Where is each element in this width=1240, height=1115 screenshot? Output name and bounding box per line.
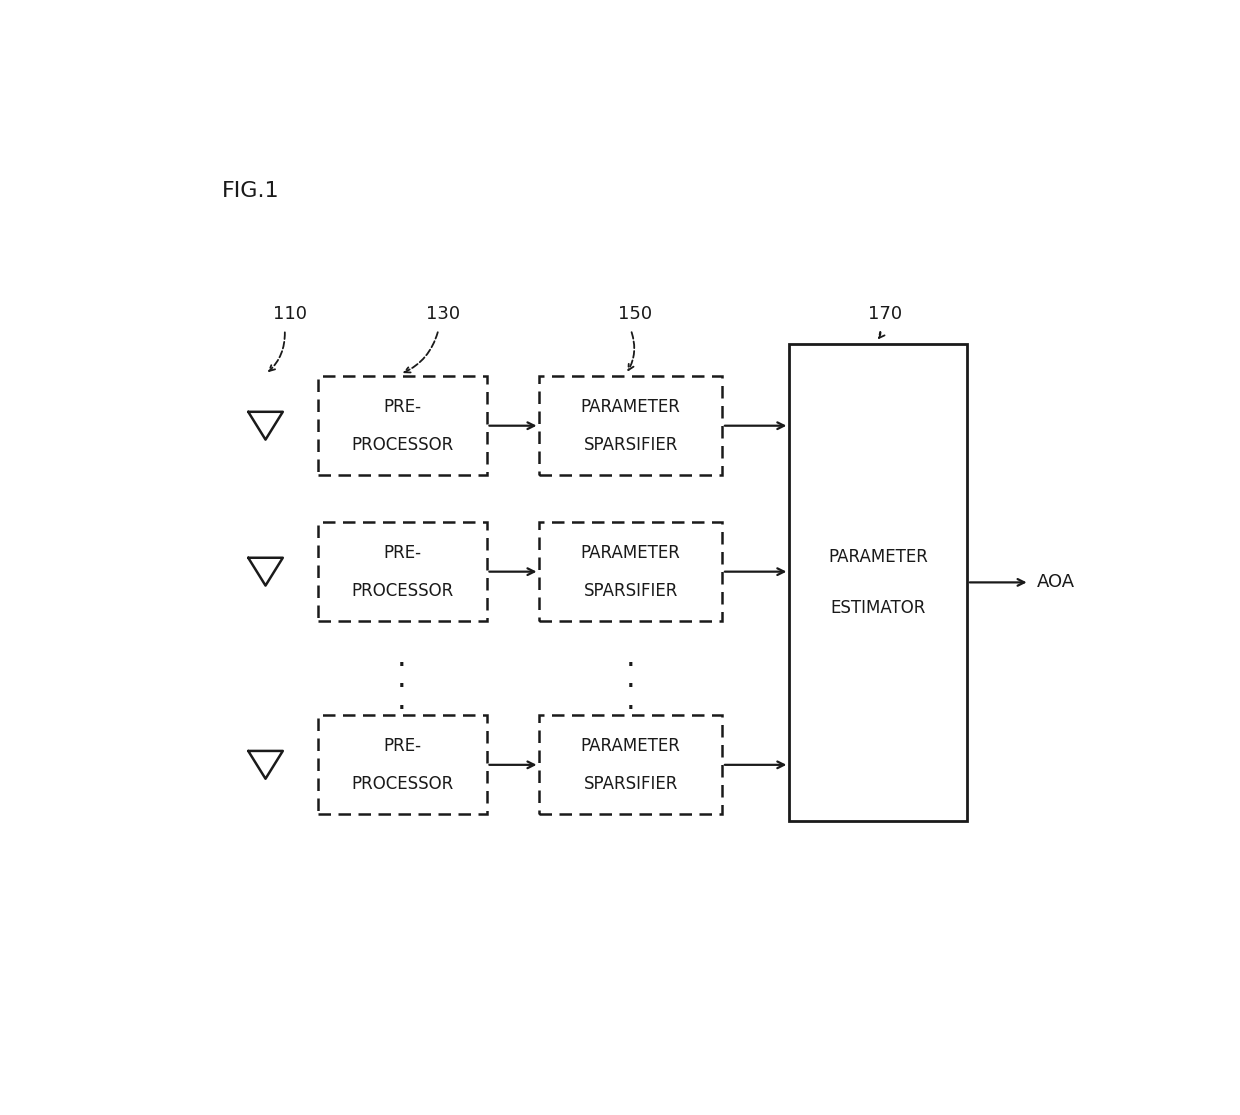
Bar xyxy=(319,377,486,475)
Text: ESTIMATOR: ESTIMATOR xyxy=(831,599,926,617)
Text: PROCESSOR: PROCESSOR xyxy=(351,436,454,454)
Text: 170: 170 xyxy=(868,304,903,322)
Text: PARAMETER: PARAMETER xyxy=(580,398,681,416)
Text: SPARSIFIER: SPARSIFIER xyxy=(584,775,678,793)
Text: .: . xyxy=(626,665,636,694)
Text: .: . xyxy=(397,643,407,672)
Text: AOA: AOA xyxy=(1037,573,1075,591)
Text: .: . xyxy=(626,643,636,672)
Text: PROCESSOR: PROCESSOR xyxy=(351,775,454,793)
Text: 150: 150 xyxy=(619,304,652,322)
Bar xyxy=(539,377,722,475)
Text: .: . xyxy=(626,686,636,715)
Text: PRE-: PRE- xyxy=(383,398,422,416)
Text: PRE-: PRE- xyxy=(383,737,422,755)
Text: PRE-: PRE- xyxy=(383,544,422,562)
Text: PROCESSOR: PROCESSOR xyxy=(351,582,454,600)
Bar xyxy=(319,716,486,814)
Text: .: . xyxy=(397,665,407,694)
Bar xyxy=(789,345,967,821)
Text: PARAMETER: PARAMETER xyxy=(828,547,928,565)
Text: 110: 110 xyxy=(273,304,306,322)
Text: PARAMETER: PARAMETER xyxy=(580,737,681,755)
Text: 130: 130 xyxy=(427,304,460,322)
Text: FIG.1: FIG.1 xyxy=(222,181,280,201)
Bar xyxy=(539,716,722,814)
Bar xyxy=(539,522,722,621)
Text: SPARSIFIER: SPARSIFIER xyxy=(584,436,678,454)
Text: PARAMETER: PARAMETER xyxy=(580,544,681,562)
Text: .: . xyxy=(397,686,407,715)
Bar xyxy=(319,522,486,621)
Text: SPARSIFIER: SPARSIFIER xyxy=(584,582,678,600)
